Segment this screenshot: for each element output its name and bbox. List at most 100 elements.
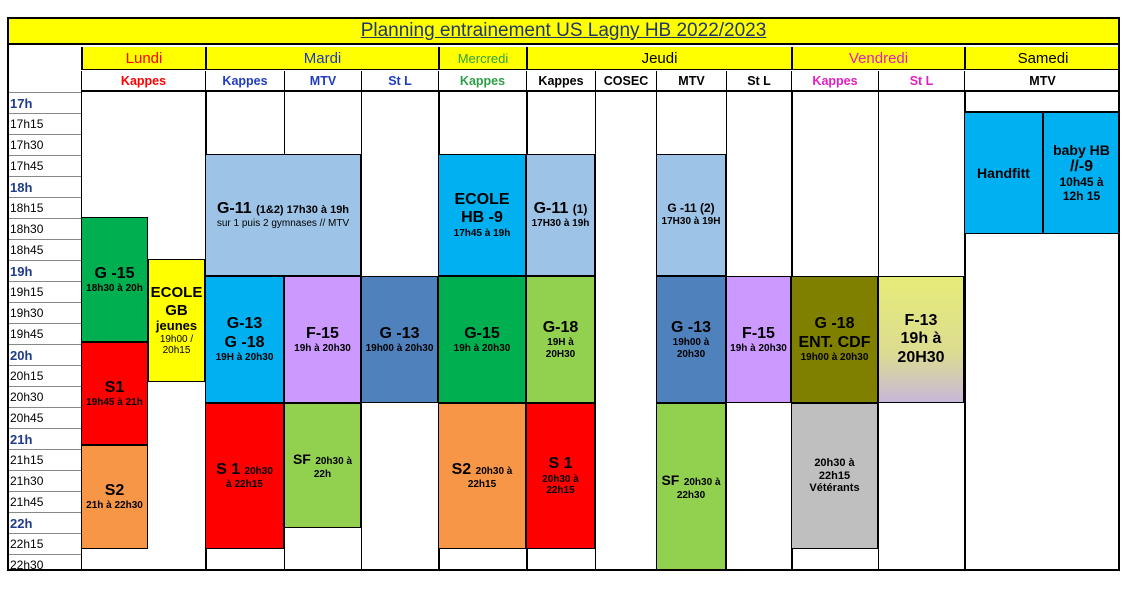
session-handfitt-samedi: Handfitt [964, 112, 1043, 234]
session-title: G -13 [379, 324, 420, 342]
venue-header: Kappes [791, 71, 878, 92]
session-title: G -18 [224, 333, 265, 351]
session-title: baby HB [1053, 141, 1110, 158]
venue-label: St L [747, 73, 771, 88]
column-divider [964, 92, 966, 571]
session-time: 10h45 à [1059, 175, 1104, 190]
session-time: 20h30 [676, 348, 706, 360]
time-slot: 19h15 [7, 281, 81, 302]
session-time: 19H à 20h30 [215, 352, 274, 364]
session-title-row: SF 20h30 à [661, 472, 720, 490]
venue-label: St L [909, 73, 934, 88]
venue-header: COSEC [595, 71, 656, 92]
venue-label: Kappes [459, 73, 506, 88]
session-title: G-13 [226, 315, 263, 333]
day-label: Mardi [303, 49, 342, 67]
day-label: Jeudi [641, 49, 678, 67]
row-divider [964, 111, 1120, 112]
day-samedi: Samedi [964, 47, 1120, 70]
session-time: 21h à 22h30 [86, 500, 143, 512]
session-time: 20h30 à [814, 457, 855, 470]
time-slot: 17h15 [7, 113, 81, 134]
session-f13-vendredi: F-13 19h à 20H30 [878, 276, 964, 403]
session-g13-mardi: G -13 19h00 à 20h30 [361, 276, 438, 403]
session-s1-jeudi: S 1 20h30 à 22h15 [526, 403, 595, 549]
day-vendredi: Vendredi [791, 47, 964, 70]
session-title: S 1 [216, 461, 241, 479]
session-time: 20h30 [244, 466, 273, 478]
time-slot: 19h45 [7, 323, 81, 344]
day-lundi: Lundi [81, 47, 205, 70]
session-title: G-11 [216, 200, 252, 218]
session-time: 19h à 20h30 [453, 342, 511, 354]
session-title: F-15 [306, 324, 339, 342]
session-title: G-15 [464, 324, 500, 342]
day-label: Mercredi [457, 50, 509, 66]
session-time: 17H30 à 19H [661, 216, 721, 228]
session-time: 19h à 20h30 [730, 342, 787, 354]
time-slot: 17h30 [7, 134, 81, 155]
session-time: 22h15 [467, 479, 497, 491]
venue-label: COSEC [603, 73, 649, 88]
venue-header: MTV [964, 71, 1120, 92]
session-f15-mardi: F-15 19h à 20h30 [284, 276, 361, 403]
venue-header: MTV [656, 71, 726, 92]
session-s2-mercredi: S2 20h30 à 22h15 [438, 403, 526, 549]
time-slot: 20h45 [7, 407, 81, 428]
time-slot: 22h [7, 512, 81, 533]
session-title-row: S2 20h30 à [452, 461, 513, 479]
session-title: S1 [104, 378, 125, 396]
venue-label: MTV [309, 73, 337, 88]
session-title: Vétérants [809, 482, 860, 495]
session-title: G-11 [533, 200, 569, 218]
session-title: Handfitt [977, 164, 1030, 181]
day-mardi: Mardi [205, 47, 438, 70]
session-g13-g18-mardi: G-13 G -18 19H à 20h30 [205, 276, 284, 403]
time-slot: 21h30 [7, 470, 81, 491]
venue-header: St L [878, 71, 964, 92]
venue-label: MTV [678, 73, 705, 88]
venue-label: Kappes [538, 73, 584, 88]
time-slot: 22h30 [7, 554, 81, 575]
session-g11-mardi: G-11 (1&2) 17h30 à 19h sur 1 puis 2 gymn… [205, 154, 361, 276]
session-g11-2-jeudi: G -11 (2) 17H30 à 19H [656, 154, 726, 276]
session-title-row: G-11 (1) [534, 200, 588, 218]
session-time: 12h 15 [1062, 189, 1101, 204]
venue-label: Kappes [222, 73, 268, 88]
time-slot: 17h45 [7, 155, 81, 176]
session-time: 22h15 [546, 485, 575, 497]
time-slot: 18h15 [7, 197, 81, 218]
time-slot: 18h45 [7, 239, 81, 260]
venue-label: Kappes [120, 73, 167, 88]
session-title: ECOLE GB [150, 284, 203, 319]
session-title: G -18 [814, 315, 855, 333]
time-slot: 19h30 [7, 302, 81, 323]
venue-label: Kappes [812, 73, 858, 88]
session-title: S2 [451, 461, 472, 479]
session-s1-lundi: S1 19h45 à 21h [81, 342, 148, 445]
day-label: Samedi [1017, 49, 1069, 67]
session-sf-mardi: SF 20h30 à 22h [284, 403, 361, 528]
session-g13-jeudi: G -13 19h00 à 20h30 [656, 276, 726, 403]
session-time: 20H30 [545, 348, 576, 360]
session-baby-hb-samedi: baby HB //-9 10h45 à 12h 15 [1043, 112, 1120, 234]
session-time: 22h [313, 468, 332, 480]
session-title: G -13 [670, 318, 711, 336]
session-time: 19h00 à [672, 337, 710, 349]
session-subtitle: jeunes [155, 317, 198, 333]
time-slot: 20h [7, 344, 81, 365]
time-slot: 21h45 [7, 491, 81, 512]
table-frame [7, 17, 1120, 571]
session-s2-lundi: S2 21h à 22h30 [81, 445, 148, 549]
venue-header: Kappes [438, 71, 526, 92]
session-title-row: SF 20h30 à [293, 451, 352, 469]
session-group: (1) [572, 202, 588, 217]
time-slot: 20h30 [7, 386, 81, 407]
session-sf-jeudi: SF 20h30 à 22h30 [656, 403, 726, 571]
time-slot: 18h [7, 176, 81, 197]
venue-header: MTV [284, 71, 361, 92]
session-title: HB -9 [461, 209, 503, 227]
time-slot: 20h15 [7, 365, 81, 386]
session-time: 17H30 à 19h [531, 218, 590, 230]
session-title: SF [292, 450, 311, 467]
